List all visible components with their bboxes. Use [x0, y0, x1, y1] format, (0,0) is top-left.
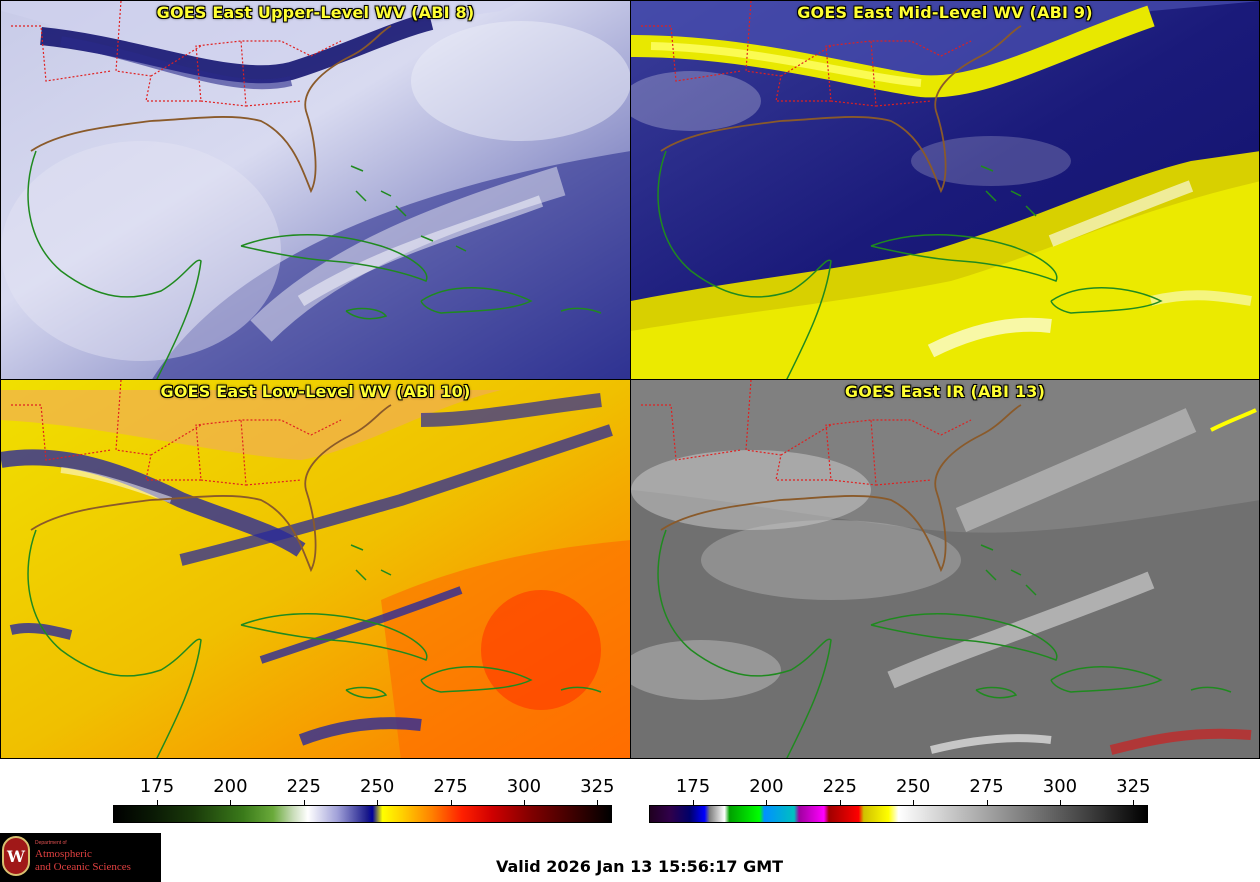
colorbar-tick-label: 275	[433, 776, 468, 797]
colorbar-tick-mark	[450, 800, 452, 805]
colorbar-tick-label: 325	[580, 776, 615, 797]
colorbar-tick-label: 325	[1116, 776, 1151, 797]
panel-upper-level-wv: GOES East Upper-Level WV (ABI 8)	[0, 0, 631, 380]
colorbar-tick-label: 250	[895, 776, 931, 797]
colorbar-tick-label: 200	[213, 776, 248, 797]
colorbar-tick-mark	[693, 800, 695, 805]
panel-mid-level-wv: GOES East Mid-Level WV (ABI 9)	[630, 0, 1260, 380]
satellite-image-low-level	[1, 380, 630, 758]
colorbar-tick-mark	[303, 800, 305, 805]
aos-logo: W Department of Atmospheric and Oceanic …	[0, 833, 161, 882]
colorbar-tick-label: 250	[359, 776, 395, 797]
colorbar-ticks: 175 200 225 250 275 300 325	[649, 776, 1151, 805]
colorbar-tick-mark	[1133, 800, 1135, 805]
logo-line2: and Oceanic Sciences	[35, 861, 131, 873]
colorbar-tick-label: 300	[1042, 776, 1078, 797]
colorbar-gradient	[649, 805, 1148, 823]
colorbar-tick-mark	[839, 800, 841, 805]
panel-title: GOES East Mid-Level WV (ABI 9)	[797, 3, 1093, 22]
panel-title: GOES East Upper-Level WV (ABI 8)	[156, 3, 475, 22]
valid-time: Valid 2026 Jan 13 15:56:17 GMT	[496, 857, 784, 876]
colorbar-tick-label: 175	[675, 776, 711, 797]
colorbar-tick-mark	[230, 800, 232, 805]
colorbar-wv: 175 200 225 250 275 300 325	[113, 776, 615, 826]
colorbar-tick-mark	[986, 800, 988, 805]
colorbar-tick-label: 300	[506, 776, 542, 797]
colorbar-tick-mark	[157, 800, 159, 805]
colorbar-tick-mark	[1059, 800, 1061, 805]
logo-department: Department of	[35, 840, 67, 846]
satellite-image-ir	[631, 380, 1259, 758]
colorbar-tick-label: 225	[286, 776, 321, 797]
colorbar-tick-mark	[377, 800, 379, 805]
colorbar-tick-label: 200	[749, 776, 784, 797]
colorbar-tick-label: 175	[139, 776, 175, 797]
colorbar-tick-mark	[913, 800, 915, 805]
colorbar-gradient	[113, 805, 612, 823]
university-seal-icon: W	[2, 836, 30, 876]
logo-line1: Atmospheric	[35, 848, 92, 860]
colorbar-tick-mark	[523, 800, 525, 805]
colorbar-ir: 175 200 225 250 275 300 325	[649, 776, 1151, 826]
colorbar-tick-label: 275	[969, 776, 1004, 797]
colorbar-ticks: 175 200 225 250 275 300 325	[113, 776, 615, 805]
colorbar-tick-label: 225	[822, 776, 857, 797]
colorbar-tick-mark	[766, 800, 768, 805]
colorbar-tick-mark	[597, 800, 599, 805]
panel-title: GOES East IR (ABI 13)	[844, 382, 1046, 401]
panel-title: GOES East Low-Level WV (ABI 10)	[160, 382, 471, 401]
satellite-image-upper-level	[1, 1, 630, 379]
panel-ir: GOES East IR (ABI 13)	[630, 379, 1260, 759]
panel-low-level-wv: GOES East Low-Level WV (ABI 10)	[0, 379, 631, 759]
satellite-image-mid-level	[631, 1, 1259, 379]
